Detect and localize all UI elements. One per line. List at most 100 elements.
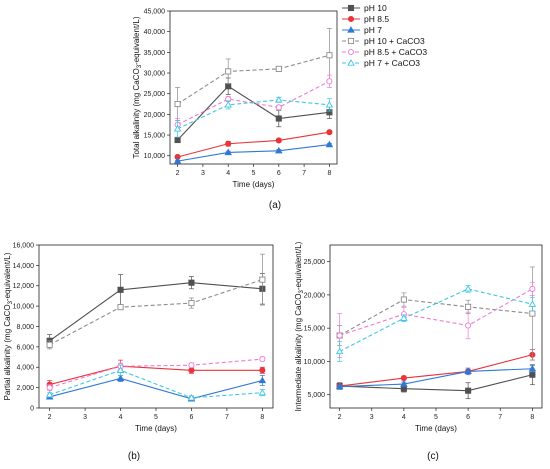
series-2 bbox=[173, 140, 334, 164]
x-tick-label: 6 bbox=[277, 170, 281, 177]
x-tick-label: 7 bbox=[225, 414, 229, 421]
panel-label: (c) bbox=[427, 451, 439, 462]
y-axis-label: Total alkalinity (mg CaCO3-equivalent/L) bbox=[132, 16, 143, 158]
data-point bbox=[188, 279, 195, 286]
series-line bbox=[49, 282, 263, 342]
data-point bbox=[335, 347, 344, 355]
y-tick-label: 10,000 bbox=[304, 359, 326, 366]
y-tick-label: 20,000 bbox=[144, 112, 166, 119]
series-line bbox=[49, 279, 263, 346]
data-point bbox=[224, 100, 232, 108]
data-point bbox=[275, 65, 282, 72]
series-line bbox=[177, 54, 330, 105]
y-tick-label: 10,000 bbox=[144, 153, 166, 160]
data-point bbox=[400, 385, 407, 392]
data-point bbox=[174, 136, 181, 144]
y-tick-label: 14,000 bbox=[13, 263, 35, 270]
chart-panel-1: 2 3 4 5 6 7 8 0 2,000 4,000 6,000 8,000 10,000 12,000… bbox=[3, 242, 274, 462]
data-point bbox=[46, 341, 53, 348]
series-line bbox=[339, 354, 533, 387]
y-tick-label: 12,000 bbox=[13, 283, 35, 290]
data-point bbox=[529, 285, 536, 292]
y-axis-label-main: Total alkalinity (mg CaCO bbox=[132, 68, 141, 158]
y-tick-label: 10,000 bbox=[13, 304, 35, 311]
x-tick-label: 8 bbox=[327, 170, 331, 177]
data-point bbox=[224, 148, 232, 156]
data-point bbox=[275, 115, 282, 122]
data-point bbox=[325, 100, 334, 108]
chart-panel-2: 2 3 4 5 6 7 8 5,000 10,000 15,000 20,000 25,000 Time… bbox=[294, 241, 543, 462]
y-tick-label: 16,000 bbox=[13, 242, 35, 249]
data-point bbox=[336, 332, 343, 339]
data-point bbox=[173, 124, 182, 132]
legend-entry: pH 8.5 + CaCO3 bbox=[364, 47, 427, 57]
y-axis-label-end: -equivalent/L) bbox=[132, 16, 141, 65]
x-tick-label: 5 bbox=[154, 414, 158, 421]
series-4 bbox=[336, 281, 536, 358]
x-axis-label: Time (days) bbox=[233, 180, 275, 189]
x-tick-label: 6 bbox=[190, 414, 194, 421]
series-2 bbox=[335, 364, 537, 390]
y-axis-label-end: -equivalent/L) bbox=[3, 252, 12, 301]
series-line bbox=[177, 80, 330, 126]
y-tick-label: 15,000 bbox=[304, 326, 326, 333]
data-point bbox=[173, 157, 182, 164]
x-tick-label: 2 bbox=[48, 414, 52, 421]
y-tick-label: 15,000 bbox=[144, 132, 166, 139]
data-point bbox=[400, 296, 407, 303]
series-line bbox=[177, 131, 330, 158]
series-5 bbox=[335, 285, 537, 362]
series-0 bbox=[46, 273, 266, 348]
y-tick-label: 35,000 bbox=[144, 50, 166, 57]
data-point bbox=[465, 387, 472, 394]
data-point bbox=[259, 356, 266, 363]
legend-entry: pH 10 bbox=[364, 3, 387, 13]
data-point bbox=[275, 137, 282, 144]
legend-swatch-marker bbox=[347, 48, 355, 56]
x-tick-label: 5 bbox=[434, 414, 438, 421]
data-point bbox=[275, 96, 283, 103]
x-axis-label: Time (days) bbox=[415, 424, 457, 433]
legend-swatch-marker bbox=[347, 4, 355, 12]
plot-frame bbox=[169, 10, 338, 165]
series-line bbox=[49, 377, 263, 400]
data-point bbox=[464, 367, 472, 375]
y-axis-label-end: -equivalent/L) bbox=[294, 241, 303, 290]
x-tick-label: 5 bbox=[252, 170, 256, 177]
chart-panel-0: 2 3 4 5 6 7 8 10,000 15,000 20,000 25,000 30,000 35,… bbox=[132, 3, 427, 211]
series-5 bbox=[45, 364, 267, 401]
data-point bbox=[258, 376, 267, 384]
y-axis-label-subscript: 3 bbox=[137, 64, 143, 68]
series-line bbox=[339, 374, 533, 392]
x-tick-label: 2 bbox=[176, 170, 180, 177]
data-point bbox=[325, 140, 334, 148]
y-tick-label: 6,000 bbox=[16, 344, 34, 351]
series-line bbox=[177, 85, 330, 141]
data-point bbox=[188, 367, 195, 374]
data-point bbox=[400, 314, 408, 321]
panel-label: (b) bbox=[128, 451, 140, 462]
legend-entry: pH 8.5 bbox=[364, 14, 389, 24]
series-5 bbox=[173, 96, 334, 138]
legend-swatch-marker bbox=[347, 15, 355, 23]
series-line bbox=[177, 144, 330, 162]
x-axis-label: Time (days) bbox=[135, 424, 177, 433]
data-point bbox=[225, 83, 232, 90]
y-axis-label: Intermediate alkalinity (mg CaCO3-equiva… bbox=[294, 241, 305, 411]
data-point bbox=[335, 382, 344, 390]
x-tick-label: 3 bbox=[201, 170, 205, 177]
y-tick-label: 25,000 bbox=[144, 91, 166, 98]
data-point bbox=[529, 371, 536, 378]
series-line bbox=[49, 369, 263, 399]
x-tick-label: 2 bbox=[338, 414, 342, 421]
data-point bbox=[465, 303, 472, 310]
series-line bbox=[339, 368, 533, 388]
data-point bbox=[528, 364, 537, 372]
series-line bbox=[339, 298, 533, 336]
panel-label: (a) bbox=[269, 200, 281, 211]
y-axis-label: Partial alkalinity (mg CaCO3-equivalent/… bbox=[3, 252, 14, 400]
series-1 bbox=[174, 129, 333, 161]
legend-entry: pH 7 + CaCO3 bbox=[364, 58, 420, 68]
legend-swatch-marker bbox=[347, 37, 355, 45]
